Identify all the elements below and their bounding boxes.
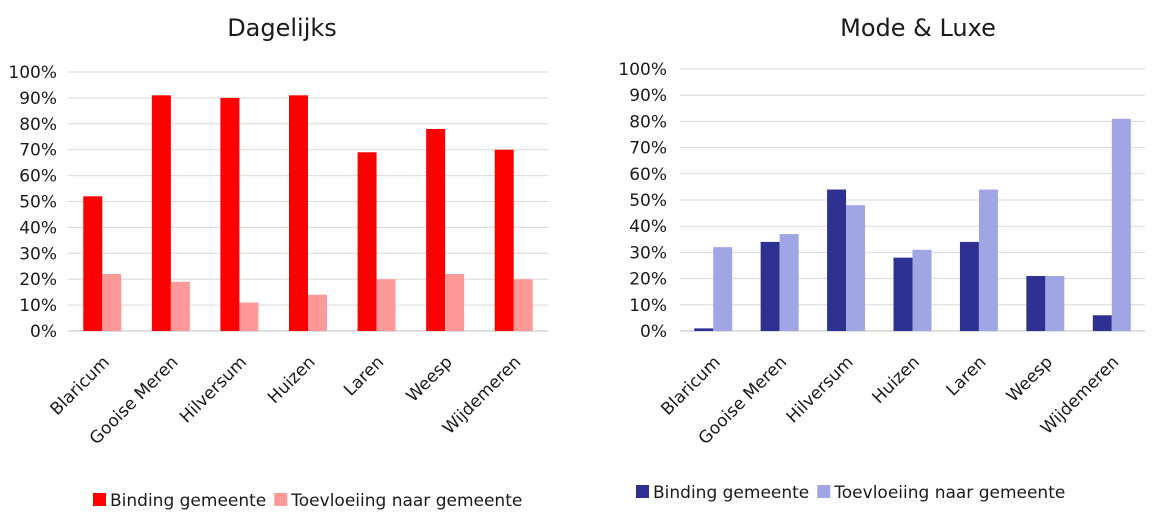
bar: [893, 257, 913, 331]
x-category-label: Hilversum: [176, 352, 251, 427]
x-category-label: Laren: [943, 352, 991, 400]
x-category-label: Weesp: [1003, 352, 1057, 406]
bar: [1092, 315, 1112, 331]
x-category-label: Huizen: [869, 352, 924, 407]
x-category-label: Hilversum: [783, 352, 858, 427]
bar: [289, 95, 308, 331]
bar: [170, 281, 190, 331]
bar: [445, 274, 465, 331]
y-tick-label: 70%: [19, 141, 57, 161]
y-tick-label: 50%: [19, 193, 57, 213]
legend-swatch: [817, 485, 831, 498]
y-tick-label: 100%: [8, 63, 57, 83]
legend-swatch: [274, 493, 288, 506]
chart-title: Mode & Luxe: [840, 14, 996, 42]
bar: [779, 234, 799, 331]
legend-label: Toevloeiing naar gemeente: [290, 491, 522, 511]
y-tick-label: 10%: [629, 296, 667, 316]
bar: [220, 97, 240, 332]
y-tick-label: 70%: [629, 139, 667, 159]
legend-swatch: [93, 493, 106, 506]
bar: [912, 249, 932, 331]
chart-title: Dagelijks: [227, 14, 337, 42]
chart-dagelijks: Dagelijks 0% 10% 20% 30% 40% 50% 60% 70% 80% 90% 1…: [8, 14, 548, 511]
y-tick-label: 60%: [629, 165, 667, 185]
y-tick-label: 30%: [629, 243, 667, 263]
y-tick-label: 0%: [640, 322, 667, 342]
y-tick-label: 90%: [19, 89, 57, 109]
y-tick-label: 80%: [629, 112, 667, 132]
chart-mode-luxe: Mode & Luxe 0% 10% 20% 30% 40% 50% 60% 70% 80% 90…: [618, 14, 1145, 503]
y-tick-label: 50%: [629, 191, 667, 211]
bar: [426, 128, 446, 331]
y-tick-label: 40%: [629, 217, 667, 237]
legend-label: Binding gemeente: [653, 483, 809, 503]
y-tick-label: 20%: [19, 270, 57, 290]
bar: [978, 189, 998, 331]
y-tick-label: 80%: [19, 115, 57, 135]
bar: [1026, 275, 1046, 331]
bar: [513, 279, 533, 331]
y-tick-label: 0%: [30, 322, 57, 342]
x-category-label: Huizen: [264, 352, 319, 407]
bar: [694, 328, 714, 331]
bar: [1045, 275, 1065, 331]
x-category-label: Weesp: [403, 352, 457, 406]
bar: [357, 152, 377, 331]
y-tick-label: 30%: [19, 244, 57, 264]
bar: [376, 279, 396, 331]
bar: [308, 294, 327, 331]
bar: [846, 205, 866, 331]
x-category-label: Blaricum: [657, 352, 724, 419]
legend-label: Binding gemeente: [110, 491, 266, 511]
bar: [494, 149, 514, 331]
y-tick-label: 100%: [618, 60, 667, 80]
x-category-label: Blaricum: [47, 352, 114, 419]
bar: [760, 241, 780, 331]
bar: [713, 247, 733, 331]
legend-label: Toevloeiing naar gemeente: [833, 483, 1065, 503]
bar: [1111, 118, 1131, 331]
y-tick-label: 40%: [19, 218, 57, 238]
legend-swatch: [636, 485, 649, 498]
bar: [83, 196, 103, 331]
bar: [827, 189, 847, 331]
y-tick-label: 60%: [19, 167, 57, 187]
bar: [102, 274, 122, 331]
y-tick-label: 20%: [629, 270, 667, 290]
x-category-label: Laren: [340, 352, 388, 400]
bar: [151, 95, 171, 331]
y-tick-label: 90%: [629, 86, 667, 106]
y-tick-label: 10%: [19, 296, 57, 316]
bar: [239, 302, 259, 331]
bar: [959, 241, 979, 331]
